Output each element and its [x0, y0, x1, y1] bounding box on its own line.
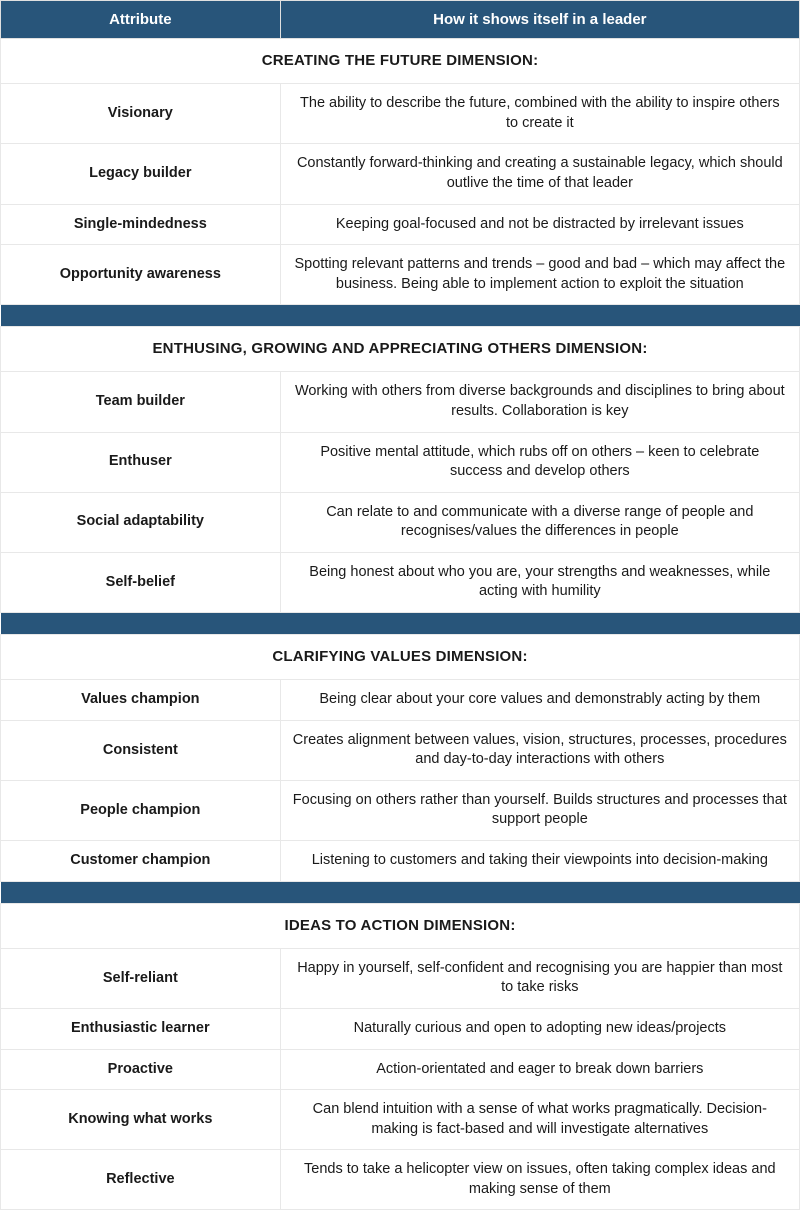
attribute-cell: Proactive [1, 1049, 281, 1090]
leadership-attributes-table: Attribute How it shows itself in a leade… [0, 0, 800, 1210]
description-cell: Action-orientated and eager to break dow… [280, 1049, 799, 1090]
attribute-cell: Team builder [1, 372, 281, 432]
attribute-cell: Knowing what works [1, 1090, 281, 1150]
description-cell: Being honest about who you are, your str… [280, 552, 799, 612]
section-title: IDEAS TO ACTION DIMENSION: [1, 903, 800, 948]
attribute-cell: People champion [1, 780, 281, 840]
separator-cell [1, 612, 800, 634]
table-row: ReflectiveTends to take a helicopter vie… [1, 1150, 800, 1210]
table-header-row: Attribute How it shows itself in a leade… [1, 1, 800, 39]
section-title: ENTHUSING, GROWING AND APPRECIATING OTHE… [1, 327, 800, 372]
description-cell: The ability to describe the future, comb… [280, 84, 799, 144]
attribute-cell: Enthusiastic learner [1, 1008, 281, 1049]
section-title-row: CREATING THE FUTURE DIMENSION: [1, 39, 800, 84]
table-row: People championFocusing on others rather… [1, 780, 800, 840]
attribute-cell: Consistent [1, 720, 281, 780]
description-cell: Listening to customers and taking their … [280, 841, 799, 882]
attribute-cell: Values champion [1, 680, 281, 721]
table-row: ConsistentCreates alignment between valu… [1, 720, 800, 780]
table-row: Customer championListening to customers … [1, 841, 800, 882]
description-cell: Spotting relevant patterns and trends – … [280, 245, 799, 305]
section-title-row: ENTHUSING, GROWING AND APPRECIATING OTHE… [1, 327, 800, 372]
attribute-cell: Visionary [1, 84, 281, 144]
table-row: Social adaptabilityCan relate to and com… [1, 492, 800, 552]
description-cell: Can blend intuition with a sense of what… [280, 1090, 799, 1150]
attribute-cell: Single-mindedness [1, 204, 281, 245]
section-separator [1, 881, 800, 903]
attribute-cell: Opportunity awareness [1, 245, 281, 305]
attribute-cell: Enthuser [1, 432, 281, 492]
attribute-cell: Customer champion [1, 841, 281, 882]
section-title: CLARIFYING VALUES DIMENSION: [1, 634, 800, 679]
attribute-cell: Reflective [1, 1150, 281, 1210]
description-cell: Focusing on others rather than yourself.… [280, 780, 799, 840]
attribute-cell: Self-belief [1, 552, 281, 612]
description-cell: Naturally curious and open to adopting n… [280, 1008, 799, 1049]
table-row: Legacy builderConstantly forward-thinkin… [1, 144, 800, 204]
section-title-row: IDEAS TO ACTION DIMENSION: [1, 903, 800, 948]
description-cell: Can relate to and communicate with a div… [280, 492, 799, 552]
table-row: Knowing what worksCan blend intuition wi… [1, 1090, 800, 1150]
section-separator [1, 305, 800, 327]
attribute-cell: Legacy builder [1, 144, 281, 204]
section-title: CREATING THE FUTURE DIMENSION: [1, 39, 800, 84]
table-row: ProactiveAction-orientated and eager to … [1, 1049, 800, 1090]
description-cell: Happy in yourself, self-confident and re… [280, 948, 799, 1008]
description-cell: Creates alignment between values, vision… [280, 720, 799, 780]
table-row: VisionaryThe ability to describe the fut… [1, 84, 800, 144]
section-title-row: CLARIFYING VALUES DIMENSION: [1, 634, 800, 679]
description-cell: Positive mental attitude, which rubs off… [280, 432, 799, 492]
table-row: EnthuserPositive mental attitude, which … [1, 432, 800, 492]
separator-cell [1, 305, 800, 327]
description-cell: Keeping goal-focused and not be distract… [280, 204, 799, 245]
description-cell: Tends to take a helicopter view on issue… [280, 1150, 799, 1210]
attribute-cell: Social adaptability [1, 492, 281, 552]
table-row: Team builderWorking with others from div… [1, 372, 800, 432]
description-cell: Constantly forward-thinking and creating… [280, 144, 799, 204]
header-description: How it shows itself in a leader [280, 1, 799, 39]
section-separator [1, 612, 800, 634]
table-row: Enthusiastic learnerNaturally curious an… [1, 1008, 800, 1049]
table-row: Opportunity awarenessSpotting relevant p… [1, 245, 800, 305]
separator-cell [1, 881, 800, 903]
description-cell: Working with others from diverse backgro… [280, 372, 799, 432]
attribute-cell: Self-reliant [1, 948, 281, 1008]
table-row: Self-beliefBeing honest about who you ar… [1, 552, 800, 612]
table-row: Single-mindednessKeeping goal-focused an… [1, 204, 800, 245]
table-row: Self-reliantHappy in yourself, self-conf… [1, 948, 800, 1008]
table-row: Values championBeing clear about your co… [1, 680, 800, 721]
header-attribute: Attribute [1, 1, 281, 39]
description-cell: Being clear about your core values and d… [280, 680, 799, 721]
